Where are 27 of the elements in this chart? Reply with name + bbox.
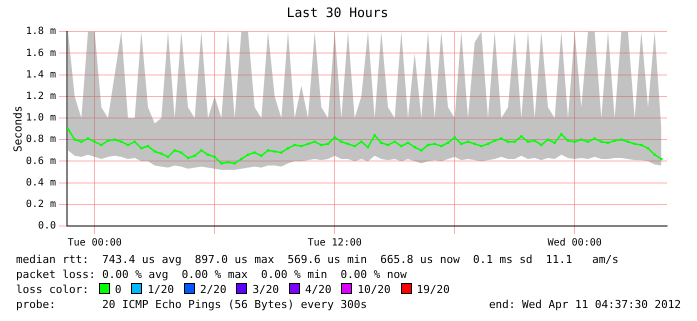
- text: median rtt: 743.4 us avg 897.0 us max 569.6 us min 665.8 us now 0.1 ms sd 11.1 am/s: [16, 253, 619, 266]
- y-tick-label: 0.0: [38, 220, 56, 232]
- y-tick-label: 0.8 m: [26, 134, 56, 146]
- text: loss color:: [16, 283, 89, 296]
- y-tick-label: 0.4 m: [26, 177, 56, 188]
- y-tick-label: 1.2 m: [26, 90, 56, 102]
- text: probe: 20 ICMP Echo Pings (56 Bytes) every 300s: [16, 298, 367, 311]
- text: 0: [114, 283, 122, 296]
- y-tick-label: 1.8 m: [26, 26, 56, 38]
- chart-title: Last 30 Hours: [286, 6, 388, 22]
- x-tick-label: Wed 00:00: [548, 238, 602, 249]
- text: 2/20: [200, 283, 226, 296]
- y-tick-label: 1.6 m: [26, 48, 56, 59]
- y-tick-label: 1.4 m: [26, 69, 56, 80]
- y-tick-label: 0.6 m: [26, 156, 56, 167]
- text: 19/20: [416, 283, 450, 296]
- text: 3/20: [252, 283, 279, 296]
- text: packet loss: 0.00 % avg 0.00 % max 0.00 % min 0.00 % now: [16, 268, 407, 281]
- y-tick-label: 1.0 m: [26, 112, 56, 124]
- text: 4/20: [304, 283, 332, 296]
- y-axis-title: Seconds: [11, 106, 24, 152]
- y-tick-label: 0.2 m: [26, 198, 56, 210]
- text: 1/20: [147, 283, 174, 296]
- x-tick-label: Tue 00:00: [68, 238, 122, 249]
- text: end: Wed Apr 11 04:37:30 2012: [488, 297, 681, 312]
- x-tick-label: Tue 12:00: [308, 238, 362, 249]
- text: 10/20: [357, 283, 391, 296]
